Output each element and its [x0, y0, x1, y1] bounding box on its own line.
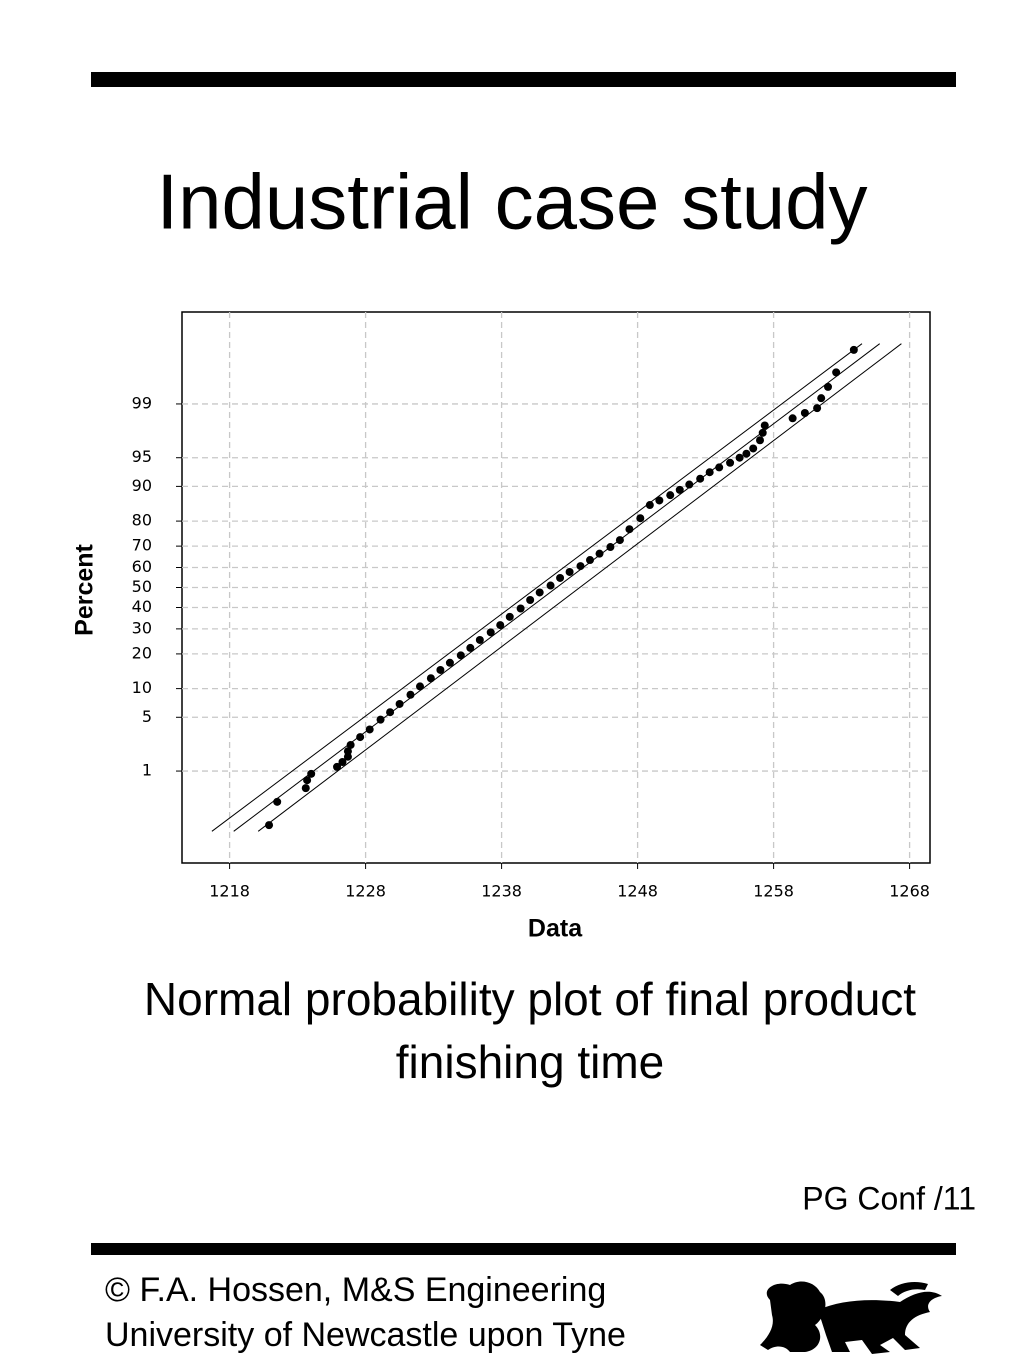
university-crest	[760, 1281, 942, 1354]
page-label: PG Conf /11	[802, 1180, 976, 1216]
data-point	[788, 414, 797, 423]
footer-line: University of Newcastle upon Tyne	[105, 1316, 626, 1354]
data-point	[756, 436, 764, 445]
data-point	[265, 821, 274, 830]
data-point	[705, 468, 714, 477]
data-point	[386, 708, 395, 717]
data-point	[466, 643, 475, 652]
data-point	[760, 421, 769, 430]
data-point	[625, 525, 634, 534]
fit-line	[257, 343, 902, 832]
data-point	[666, 491, 675, 500]
data-point	[456, 651, 465, 660]
data-point	[735, 453, 744, 462]
data-point	[556, 573, 565, 582]
x-tick-label: 1248	[617, 882, 658, 901]
data-point	[273, 797, 282, 806]
data-point	[586, 556, 594, 565]
data-point	[595, 549, 604, 558]
data-point	[475, 635, 484, 644]
y-tick-label: 90	[132, 476, 152, 495]
data-point	[496, 621, 505, 630]
data-point	[849, 345, 858, 354]
slide-title: Industrial case study	[156, 158, 867, 246]
data-point	[817, 394, 826, 403]
y-tick-label: 1	[142, 761, 152, 780]
y-axis-label: Percent	[71, 543, 99, 635]
y-tick-label: 50	[132, 577, 152, 596]
data-point	[675, 485, 684, 494]
data-point	[445, 658, 454, 667]
data-point	[800, 409, 809, 418]
bottom-rule	[91, 1243, 956, 1255]
y-tick-label: 20	[132, 643, 152, 662]
data-point	[726, 458, 735, 467]
data-point	[546, 581, 555, 590]
data-point	[343, 752, 352, 761]
caption-line: finishing time	[396, 1036, 664, 1088]
caption-line: Normal probability plot of final product	[144, 973, 916, 1025]
data-point	[526, 596, 535, 605]
data-point	[606, 543, 615, 552]
x-tick-label: 1238	[481, 882, 522, 901]
y-tick-label: 95	[132, 447, 152, 466]
data-point	[301, 784, 310, 793]
data-point	[338, 757, 347, 766]
data-point	[356, 733, 365, 742]
data-point	[395, 699, 404, 708]
data-point	[576, 562, 585, 571]
x-tick-label: 1218	[209, 882, 250, 901]
data-point	[749, 444, 758, 453]
data-point	[505, 612, 514, 621]
data-point	[832, 368, 841, 377]
data-point	[333, 762, 342, 771]
y-tick-label: 99	[132, 393, 152, 412]
data-point	[535, 588, 544, 597]
y-tick-label: 10	[132, 678, 152, 697]
data-point	[343, 747, 352, 756]
y-tick-label: 40	[132, 597, 152, 616]
x-tick-label: 1258	[753, 882, 794, 901]
x-tick-label: 1228	[345, 882, 386, 901]
data-point	[824, 382, 832, 391]
x-axis-label: Data	[528, 915, 583, 943]
data-point	[742, 449, 751, 458]
x-tick-label: 1268	[889, 882, 930, 901]
top-rule	[91, 72, 956, 87]
y-tick-label: 80	[132, 511, 152, 530]
y-tick-label: 60	[132, 557, 152, 576]
data-point	[615, 536, 624, 545]
data-point	[565, 567, 574, 576]
y-tick-label: 5	[142, 707, 152, 726]
fit-line	[233, 343, 881, 832]
fit-line	[211, 343, 863, 832]
data-point	[645, 501, 654, 510]
y-tick-label: 30	[132, 618, 152, 637]
data-point	[696, 474, 705, 483]
data-point	[758, 428, 767, 437]
data-point	[307, 769, 316, 778]
data-point	[655, 496, 664, 505]
data-point	[365, 725, 374, 734]
footer-line: © F.A. Hossen, M&S Engineering	[105, 1271, 606, 1309]
data-point	[715, 463, 724, 472]
data-point	[516, 604, 525, 613]
data-point	[813, 404, 822, 413]
data-point	[636, 514, 645, 523]
data-point	[346, 740, 355, 749]
data-point	[376, 715, 385, 724]
data-point	[406, 690, 415, 699]
y-tick-label: 70	[132, 536, 152, 555]
data-point	[685, 480, 694, 489]
data-point	[303, 776, 312, 785]
data-point	[436, 665, 445, 674]
data-point	[426, 674, 435, 683]
data-point	[486, 628, 495, 637]
data-point	[416, 682, 424, 691]
